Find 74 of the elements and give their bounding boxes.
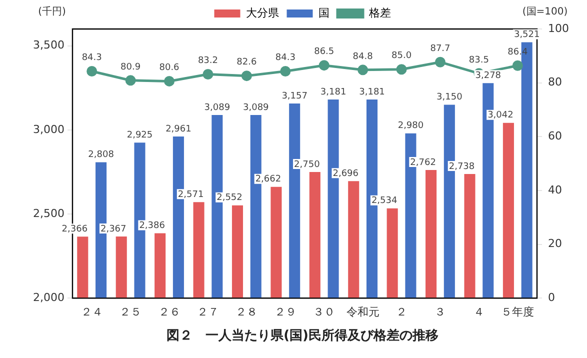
data-label: 2,386 [139,221,166,232]
text: 図２ 一人当たり県(国)民所得及び格差の推移 [166,328,438,344]
x-tick-label: ２５ [120,306,142,319]
data-label: 87.7 [430,44,450,54]
data-label: 80.9 [120,62,141,72]
y-tick-label: 2,500 [32,206,64,220]
legend-label: 格差 [368,6,391,20]
data-label: 3,181 [359,87,385,98]
data-label: 2,762 [410,158,436,168]
data-label: 3,521 [514,30,540,40]
data-label: 2,808 [88,150,114,160]
data-label: 3,089 [204,102,230,113]
data-label: 3,181 [320,87,346,98]
data-label: 2,925 [126,130,153,140]
data-label: 2,961 [166,124,192,134]
y2-tick-label: 0 [548,291,556,304]
point [318,60,330,71]
data-label: 83.2 [198,56,218,66]
data-label: 84.8 [352,52,374,62]
data-label: 84.3 [82,53,102,64]
point [241,70,252,82]
point [434,56,446,68]
point [202,68,214,80]
data-label: 82.6 [236,58,257,68]
x-tick-label: ２７ [196,306,219,319]
data-label: 2,980 [398,121,424,132]
data-label: 2,750 [294,160,320,170]
x-tick-label: 令和元 [346,306,380,319]
y2-tick-label: 20 [548,237,562,250]
data-label: 2,738 [448,162,475,172]
x-tick-label: ２９ [274,306,296,319]
data-label: 84.3 [275,53,296,64]
data-label: 3,278 [475,71,502,82]
data-label: 2,571 [178,190,204,200]
x-tick-label: ４ [473,306,484,319]
data-label: 2,366 [62,224,88,234]
data-label: 2,662 [255,174,282,185]
legend-label: 大分県 [246,6,279,20]
x-tick-label: ２ [396,306,408,319]
x-tick-label: ３ [434,306,446,319]
point [512,60,523,71]
point [125,75,136,86]
x-tick-label: ２４ [80,306,103,319]
y-tick-label: 2,000 [32,291,64,304]
data-label: 2,534 [371,196,398,206]
data-label: 86.5 [314,47,334,58]
data-label: 3,089 [242,102,270,113]
y-axis-title: (千円) [38,6,66,18]
x-tick-label: ２８ [236,306,258,319]
x-tick-label: ３０ [313,306,336,319]
x-tick-label: ２６ [158,306,180,319]
legend-label: 国 [318,6,330,20]
y2-axis-title: (国=100) [522,6,568,18]
y-tick-label: 3,000 [32,122,64,136]
data-label: 83.5 [468,55,489,66]
point [86,66,98,77]
data-label: 2,696 [332,168,359,179]
y2-tick-label: 60 [548,130,562,143]
point [164,76,175,86]
data-label: 3,042 [488,110,514,121]
point [396,64,407,75]
y2-tick-label: 100 [548,22,570,35]
y-tick-label: 3,500 [32,38,64,52]
x-tick-label: ５年度 [501,306,534,319]
data-label: 3,150 [436,92,463,103]
point [358,64,368,76]
data-label: 2,367 [100,224,126,234]
y2-tick-label: 40 [548,183,562,196]
data-label: 2,552 [216,193,242,204]
point [280,66,291,77]
data-label: 85.0 [392,51,412,62]
data-label: 80.6 [159,63,180,74]
data-label: 3,157 [282,91,308,102]
y2-tick-label: 80 [548,76,562,89]
